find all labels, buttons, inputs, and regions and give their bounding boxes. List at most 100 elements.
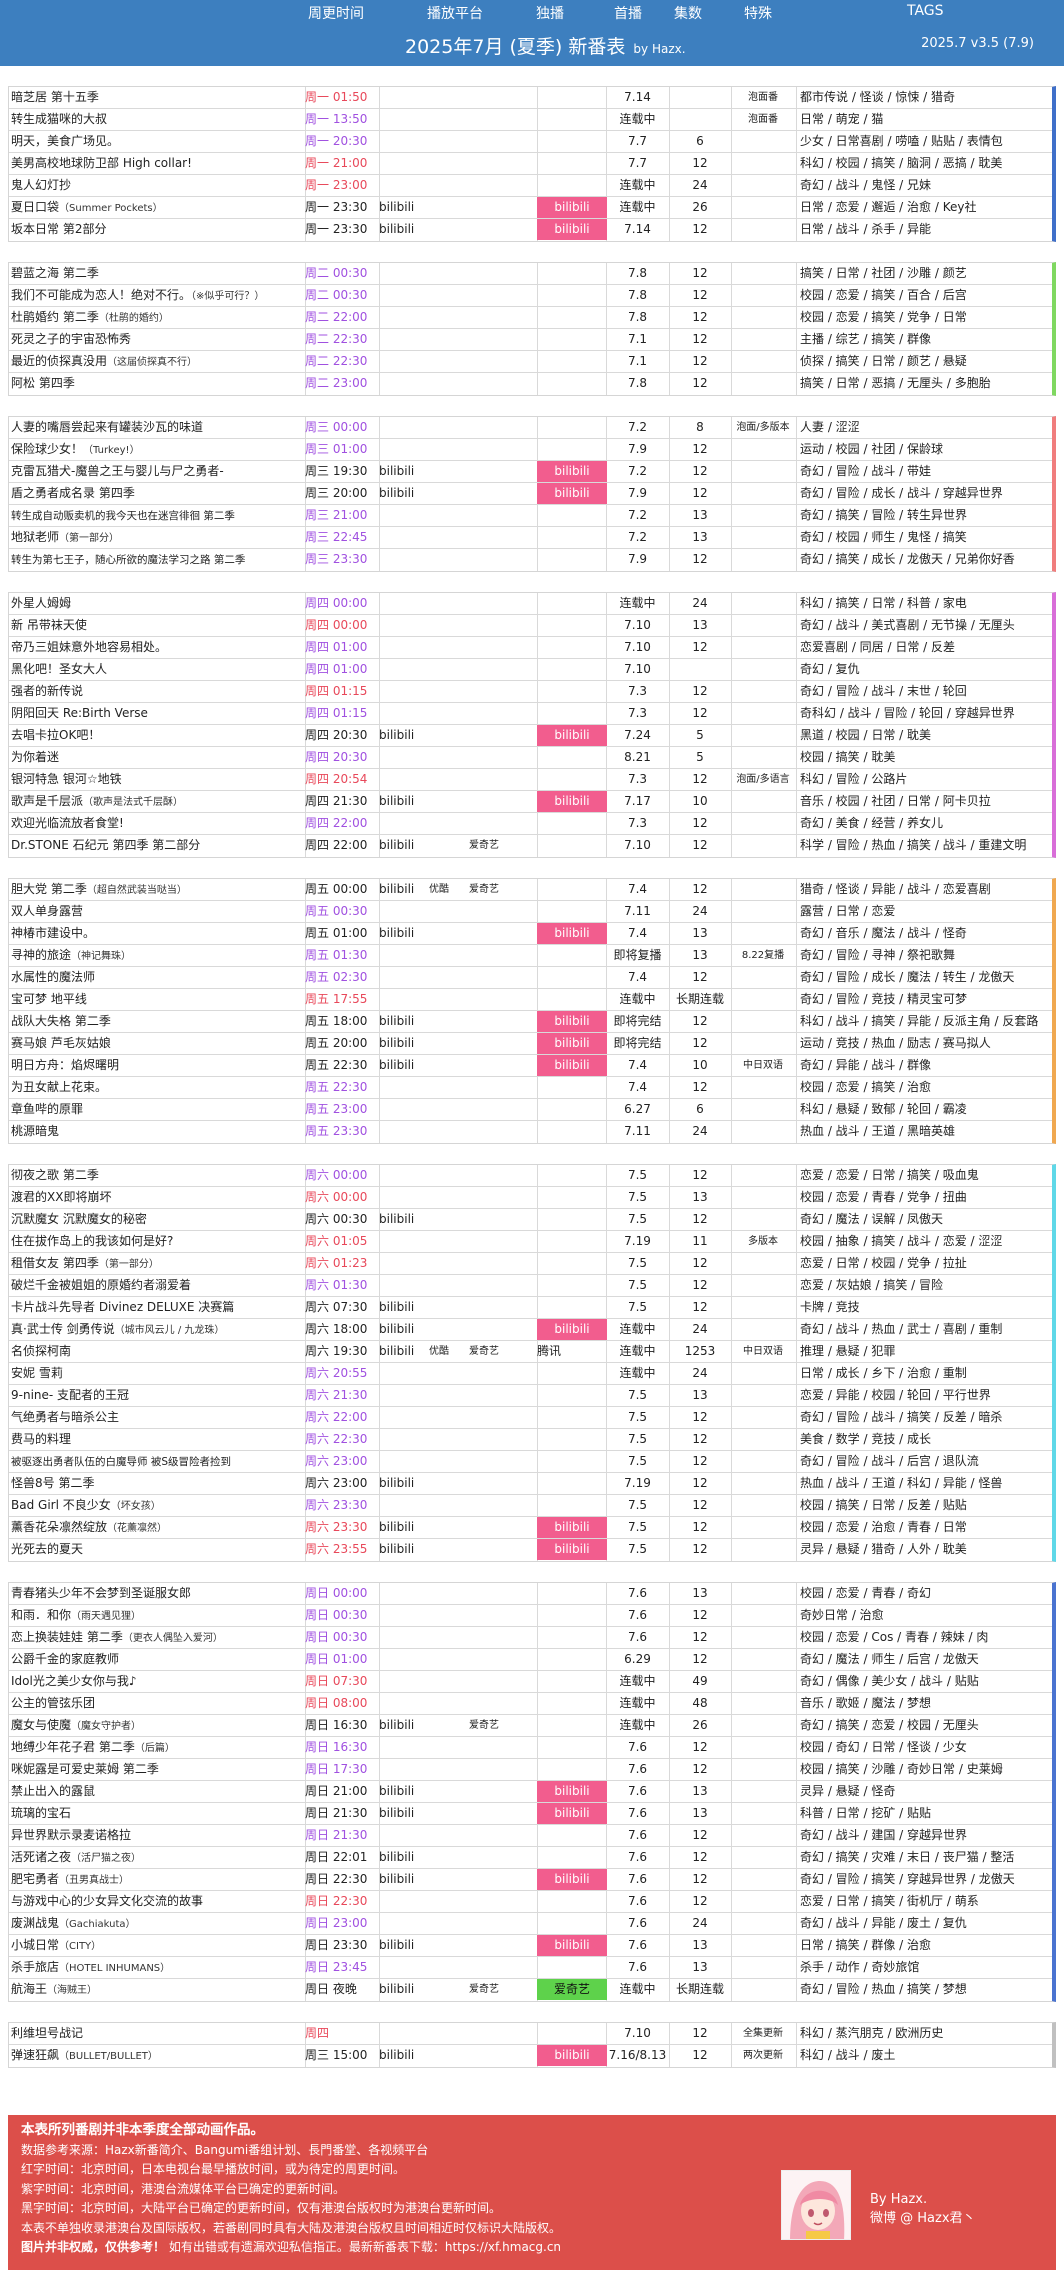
anime-title: 水属性的魔法师 (9, 967, 304, 988)
footer-disclaimer-prefix: 图片并非权威， (21, 2240, 106, 2254)
platform-bilibili: bilibili (379, 1938, 415, 1952)
premiere-date: 7.8 (627, 266, 648, 280)
anime-title-alias: （Summer Pockets） (59, 203, 163, 214)
anime-title: 名侦探柯南 (9, 1341, 304, 1362)
anime-title: 气绝勇者与暗杀公主 (9, 1407, 304, 1428)
special-note (731, 989, 795, 1010)
anime-row: 安妮 雪莉 周六 20:55 连载中 24 日常 / 成长 / 乡下 / 治愈 / 重制 (9, 1363, 1052, 1385)
col-label-exclusive: 独播 (536, 6, 564, 22)
anime-row: 利维坦号战记 周四 7.10 12 全集更新 科幻 / 蒸汽朋克 / 欧洲历史 (9, 2023, 1052, 2045)
tag-list: 灵异 / 悬疑 / 怪奇 (800, 1784, 896, 1798)
anime-row: 歌声是千层派（歌声是法式千层酥） 周四 21:30 bilibili bilibili… (9, 791, 1052, 813)
special-note (731, 725, 795, 746)
episode-count (669, 659, 731, 680)
anime-title-alias: （神记舞珠） (71, 951, 132, 962)
anime-row: 咪妮露是可爱史莱姆 第二季 周日 17:30 7.6 12 校园 / 搞笑 / 沙雕 /… (9, 1759, 1052, 1781)
episode-count: 12 (692, 882, 708, 896)
tag-list: 奇幻 / 搞笑 / 灾难 / 末日 / 丧尸猫 / 整活 (800, 1850, 1015, 1864)
tag-list: 搞笑 / 日常 / 社团 / 沙雕 / 颜艺 (800, 266, 967, 280)
tag-list: 校园 / 恋爱 / 搞笑 / 百合 / 后宫 (800, 288, 967, 302)
episode-count: 24 (692, 904, 708, 918)
anime-title-main: 宝可梦 地平线 (11, 992, 87, 1006)
tag-list: 卡牌 / 竞技 (800, 1300, 860, 1314)
special-note (731, 923, 795, 944)
anime-row: 盾之勇者成名录 第四季 周三 20:00 bilibili bilibili 7.9 12… (9, 483, 1052, 505)
premiere-date: 7.3 (627, 684, 648, 698)
episode-count: 12 (692, 1762, 708, 1776)
premiere-date: 7.6 (627, 1586, 648, 1600)
anime-title: 渡君的XX即将崩坏 (9, 1187, 304, 1208)
air-time: 周五 23:30 (305, 1124, 368, 1138)
anime-title-main: 保险球少女！ (11, 442, 84, 456)
episode-count: 12 (692, 288, 708, 302)
episode-count: 8 (696, 420, 704, 434)
footer-notes: 本表所列番剧并非本季度全部动画作品。 数据参考来源：Hazx新番简介、Bangu… (8, 2115, 1056, 2270)
episode-count: 12 (692, 2026, 708, 2040)
special-note (731, 1781, 795, 1802)
air-time: 周五 22:30 (305, 1080, 368, 1094)
anime-title-main: 破烂千金被姐姐的原婚约者溺爱着 (11, 1278, 192, 1292)
anime-title-main: 赛马娘 芦毛灰姑娘 (11, 1036, 111, 1050)
air-time: 周四 22:00 (305, 816, 368, 830)
version-label: 2025.7 v3.5 (7.9) (921, 36, 1034, 51)
column-divider (796, 593, 797, 857)
platform-bilibili: bilibili (379, 1850, 415, 1864)
anime-title: 赛马娘 芦毛灰姑娘 (9, 1033, 304, 1054)
anime-row: 转生为第七王子，随心所欲的魔法学习之路 第二季 周三 23:30 7.9 12 奇幻 /… (9, 549, 1052, 571)
episode-count: 12 (692, 552, 708, 566)
anime-row: 与游戏中心的少女异文化交流的故事 周日 22:30 7.6 12 恋爱 / 日常 / 搞… (9, 1891, 1052, 1913)
tag-list: 奇幻 / 冒险 / 战斗 / 末世 / 轮回 (800, 684, 967, 698)
tag-list: 恋爱 / 日常 / 校园 / 党争 / 拉扯 (800, 1256, 967, 1270)
anime-row: 地狱老师（第一部分） 周三 22:45 7.2 13 奇幻 / 校园 / 师生 / 鬼怪… (9, 527, 1052, 549)
anime-title: 鬼人幻灯抄 (9, 175, 304, 196)
anime-title-main: 水属性的魔法师 (11, 970, 96, 984)
tag-list: 科幻 / 蒸汽朋克 / 欧洲历史 (800, 2026, 944, 2040)
air-time: 周二 00:30 (305, 266, 368, 280)
anime-row: 杜鹃婚约 第二季（杜鹃的婚约） 周二 22:00 7.8 12 校园 / 恋爱 / 搞笑… (9, 307, 1052, 329)
tag-list: 奇幻 / 战斗 / 美式喜剧 / 无节操 / 无厘头 (800, 618, 1015, 632)
episode-count: 13 (692, 1388, 708, 1402)
special-note (731, 285, 795, 306)
tag-list: 奇幻 / 偶像 / 美少女 / 战斗 / 贴贴 (800, 1674, 979, 1688)
anime-title: 去唱卡拉OK吧！ (9, 725, 304, 746)
anime-title: 航海王（海贼王） (9, 1979, 304, 2000)
exclusive-badge: bilibili (537, 923, 607, 944)
column-divider (731, 263, 732, 395)
anime-title-main: 光死去的夏天 (11, 1542, 84, 1556)
special-note: 全集更新 (743, 2028, 783, 2039)
air-time: 周六 21:30 (305, 1388, 368, 1402)
air-time: 周五 23:00 (305, 1102, 368, 1116)
anime-row: 黑化吧！圣女大人 周四 01:00 7.10 奇幻 / 复仇 (9, 659, 1052, 681)
page-title: 2025年7月 (夏季) 新番表 by Hazx. (405, 32, 686, 59)
platform-bilibili: bilibili (379, 464, 415, 478)
column-divider (731, 1583, 732, 2001)
special-note (731, 1869, 795, 1890)
air-time: 周四 20:30 (305, 728, 368, 742)
episode-count: 12 (692, 1740, 708, 1754)
anime-title: 外星人姆姆 (9, 593, 304, 614)
premiere-date: 连载中 (619, 200, 656, 214)
anime-row: 住在拔作岛上的我该如何是好? 周六 01:05 7.19 11 多版本 校园 / 抽象 /… (9, 1231, 1052, 1253)
special-note (731, 549, 795, 570)
anime-row: 新 吊带袜天使 周四 00:00 7.10 13 奇幻 / 战斗 / 美式喜剧 / 无节… (9, 615, 1052, 637)
tag-list: 校园 / 恋爱 / 青春 / 奇幻 (800, 1586, 932, 1600)
premiere-date: 7.5 (627, 1454, 648, 1468)
anime-title: 地狱老师（第一部分） (9, 527, 304, 548)
anime-title: 转生为第七王子，随心所欲的魔法学习之路 第二季 (9, 549, 304, 570)
anime-title-alias: （魔女守护者） (71, 1721, 142, 1732)
anime-title-alias: （城市风云儿 / 九龙珠） (114, 1325, 225, 1336)
platform-bilibili: bilibili (379, 1322, 415, 1336)
tag-list: 黑道 / 校园 / 日常 / 耽美 (800, 728, 932, 742)
special-note: 泡面/多版本 (736, 422, 790, 433)
tag-list: 灵异 / 悬疑 / 猎奇 / 人外 / 耽美 (800, 1542, 967, 1556)
anime-title-alias: （花薰凛然） (107, 1523, 168, 1534)
special-note (731, 483, 795, 504)
anime-title: 废渊战鬼（Gachiakuta） (9, 1913, 304, 1934)
anime-row: 青春猪头少年不会梦到圣诞服女郎 周日 00:00 7.6 13 校园 / 恋爱 / 青春… (9, 1583, 1052, 1605)
tag-list: 科普 / 日常 / 挖矿 / 贴贴 (800, 1806, 932, 1820)
tag-list: 音乐 / 歌姬 / 魔法 / 梦想 (800, 1696, 932, 1710)
anime-title-main: 真·武士传 剑勇传说 (11, 1322, 115, 1336)
anime-title: 肥宅勇者（丑男真战士） (9, 1869, 304, 1890)
special-note (731, 637, 795, 658)
anime-title-main: 禁止出入的露鼠 (11, 1784, 96, 1798)
